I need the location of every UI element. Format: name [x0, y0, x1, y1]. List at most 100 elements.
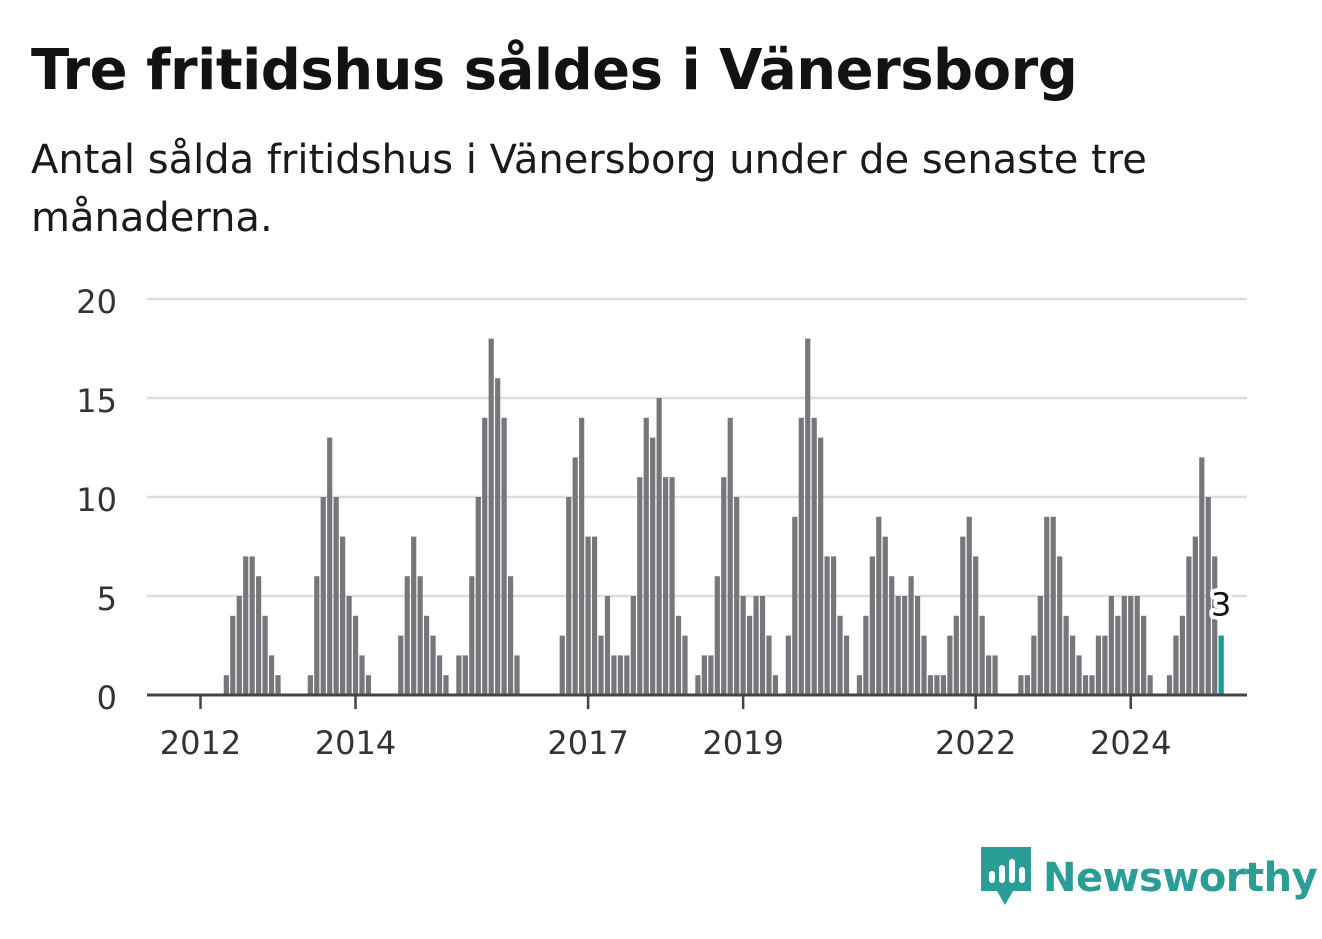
highlight-bar [1218, 635, 1224, 695]
bar [953, 615, 959, 695]
bar [585, 536, 591, 695]
bar [488, 338, 494, 695]
y-tick-label: 20 [76, 283, 117, 321]
bar [966, 516, 972, 695]
bar [404, 576, 410, 695]
bar [1121, 596, 1127, 695]
y-tick-label: 5 [97, 580, 117, 618]
bar [902, 596, 908, 695]
bar [495, 378, 501, 695]
bar [869, 556, 875, 695]
bar [914, 596, 921, 695]
bar [1147, 675, 1153, 695]
bar [417, 576, 423, 695]
bar [223, 675, 229, 695]
bar [598, 635, 604, 695]
bar [482, 417, 488, 695]
bar [256, 576, 262, 695]
bar [262, 615, 268, 695]
bar [740, 596, 746, 695]
brand-name: Newsworthy [1043, 855, 1318, 901]
bar [798, 417, 804, 695]
bar [863, 615, 869, 695]
bar [986, 655, 992, 695]
bar [1173, 635, 1179, 695]
bar [1199, 457, 1205, 695]
bar [1063, 615, 1069, 695]
bar [630, 596, 636, 695]
brand-logo: Newsworthy [981, 847, 1318, 908]
bar [398, 635, 404, 695]
bar [876, 516, 882, 695]
x-tick-label: 2014 [315, 724, 396, 762]
bar [1115, 615, 1121, 695]
bar [611, 655, 617, 695]
bar [1108, 596, 1114, 695]
bar [695, 675, 701, 695]
bar [230, 615, 236, 695]
bar [721, 477, 727, 695]
bar [268, 655, 275, 695]
bar [934, 675, 940, 695]
x-tick-label: 2019 [702, 724, 783, 762]
bar [824, 556, 830, 695]
bar [979, 615, 985, 695]
bar [921, 635, 927, 695]
bar [927, 675, 934, 695]
bar [973, 556, 979, 695]
bar [1128, 596, 1134, 695]
chart-subtitle: Antal sålda fritidshus i Vänersborg unde… [31, 137, 1147, 241]
bar [1050, 516, 1056, 695]
bar [734, 497, 740, 695]
bar [307, 675, 313, 695]
bar [792, 516, 798, 695]
bar [669, 477, 675, 695]
bar [1095, 635, 1102, 695]
bar [1057, 556, 1063, 695]
bar [843, 635, 850, 695]
x-tick-label: 2012 [160, 724, 241, 762]
bar [501, 417, 507, 695]
bar [559, 635, 565, 695]
bar [856, 675, 863, 695]
bar [650, 437, 656, 695]
bar [352, 615, 359, 695]
bar [572, 457, 578, 695]
bar [236, 596, 242, 695]
bar [889, 576, 895, 695]
bar [643, 417, 649, 695]
bar [1102, 635, 1108, 695]
bar [811, 417, 817, 695]
bar [837, 615, 843, 695]
bar [637, 477, 643, 695]
y-tick-label: 15 [76, 382, 117, 420]
bar [785, 635, 791, 695]
bar [579, 417, 585, 695]
bar [747, 615, 753, 695]
bar [566, 497, 572, 695]
bar [462, 655, 468, 695]
bar [682, 635, 688, 695]
bar [1186, 556, 1192, 695]
x-tick-label: 2022 [935, 724, 1016, 762]
bar [1179, 615, 1186, 695]
bar [1134, 596, 1140, 695]
bar [275, 675, 281, 695]
bar [759, 596, 766, 695]
bar [430, 635, 436, 695]
bar [818, 437, 824, 695]
bar [1076, 655, 1082, 695]
bar [365, 675, 372, 695]
bar [656, 398, 662, 695]
bar [411, 536, 417, 695]
x-tick-label: 2017 [547, 724, 628, 762]
bar [766, 635, 772, 695]
bar [591, 536, 598, 695]
bar [947, 635, 953, 695]
bar [1192, 536, 1198, 695]
bar [908, 576, 914, 695]
bar [1070, 635, 1076, 695]
bar [469, 576, 475, 695]
bar [675, 615, 682, 695]
